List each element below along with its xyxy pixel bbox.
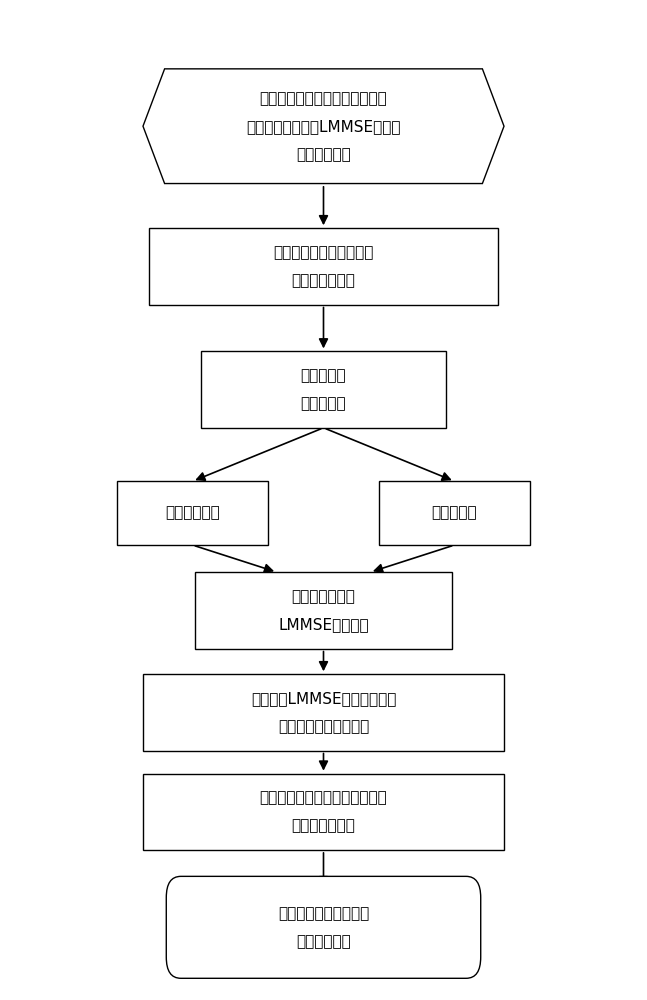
Text: 的信道函数値: 的信道函数値 [296, 934, 351, 949]
Text: 在不同的信道条件及信噪比条件: 在不同的信道条件及信噪比条件 [259, 91, 388, 106]
FancyBboxPatch shape [166, 876, 481, 978]
Text: 得到所有数据子载波处: 得到所有数据子载波处 [278, 906, 369, 921]
Bar [149, 228, 498, 305]
Text: 信道类型估计: 信道类型估计 [165, 505, 220, 520]
Bar [116, 481, 269, 545]
Text: 频符号处的信道函数値: 频符号处的信道函数値 [278, 719, 369, 734]
Bar [143, 674, 504, 751]
Text: 频域分段LMMSE内插，得到导: 频域分段LMMSE内插，得到导 [251, 691, 396, 706]
Bar [201, 351, 446, 428]
Text: 选择合适的频域: 选择合适的频域 [292, 589, 355, 604]
Text: 处信道估计: 处信道估计 [301, 396, 346, 411]
Bar [195, 572, 452, 649]
Text: 处的信道函数値: 处的信道函数値 [292, 818, 355, 833]
Text: 根据导频图案提取导频子: 根据导频图案提取导频子 [273, 245, 374, 260]
Text: 时域线性内插，得到非导频符号: 时域线性内插，得到非导频符号 [259, 790, 388, 805]
Text: LMMSE内插系数: LMMSE内插系数 [278, 617, 369, 632]
Text: 数并进行预存: 数并进行预存 [296, 147, 351, 162]
Text: 载波处的接收値: 载波处的接收値 [292, 273, 355, 288]
Polygon shape [143, 69, 504, 184]
Bar [143, 774, 504, 850]
Text: 导频子载波: 导频子载波 [301, 368, 346, 383]
Bar [378, 481, 531, 545]
Text: 信噪比估计: 信噪比估计 [432, 505, 477, 520]
Text: 下得到不同的频域LMMSE内插系: 下得到不同的频域LMMSE内插系 [247, 119, 400, 134]
